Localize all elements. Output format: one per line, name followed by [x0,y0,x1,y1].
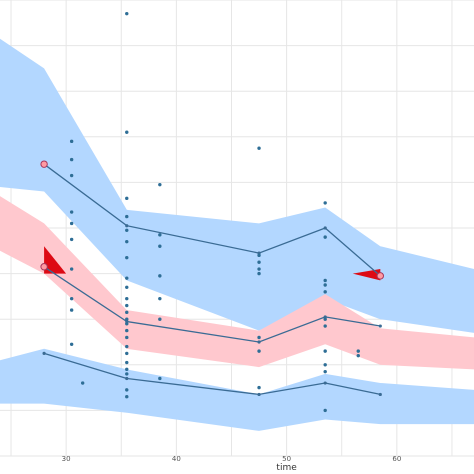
data-point [69,210,74,214]
data-point [323,349,327,353]
data-point [125,130,129,134]
data-point [125,388,129,392]
prediction-bands [0,38,474,431]
data-point [323,235,327,239]
series-vertex [257,340,261,344]
data-point [125,196,129,201]
data-point [323,278,327,283]
data-point [323,290,327,294]
data-point [125,255,129,260]
data-point [125,328,129,333]
data-point [69,221,74,226]
data-point [323,201,327,205]
prediction-band [0,348,474,431]
series-lines [42,162,382,397]
series-vertex [125,376,129,381]
data-point [80,381,85,385]
data-point [125,351,129,356]
prediction-band [0,38,474,333]
data-point [257,271,261,276]
prediction-band [0,196,474,370]
data-point [323,363,327,367]
data-point [125,335,129,340]
data-point [125,276,129,280]
data-point [257,146,261,150]
data-point [158,244,162,248]
data-point [125,296,129,301]
data-point [125,322,129,326]
observed-markers [40,160,385,280]
observed-marker [40,160,48,168]
data-point [125,214,129,219]
data-point [125,372,129,376]
data-point [257,349,261,353]
data-point [69,173,74,178]
data-point [125,228,129,232]
data-point [257,385,261,390]
data-point [323,408,327,413]
data-point [69,267,74,271]
data-point [69,342,74,346]
x-axis-title: time [276,463,297,473]
data-point [158,296,162,301]
series-vertex [323,381,327,385]
observed-marker [376,272,385,280]
series-vertex [42,351,46,355]
data-point [356,349,360,353]
data-point [257,267,261,271]
data-point [125,360,129,365]
data-point [158,376,162,381]
series-vertex [125,224,129,228]
x-tick-label: 30 [62,455,71,463]
outside-interval-regions [44,246,381,281]
data-point [125,344,129,349]
series-vertex [257,392,261,397]
outside-interval-region [352,269,381,281]
data-point [69,237,74,242]
series-vertex [378,392,382,397]
data-point [158,233,162,237]
data-point [257,260,261,264]
data-point [356,353,360,358]
data-point [125,303,129,308]
data-point [125,395,129,399]
x-tick-label: 50 [282,455,291,463]
observed-marker [40,263,48,271]
data-point [125,367,129,372]
data-point [257,253,261,258]
data-point [69,157,74,162]
data-point [323,317,327,321]
series-vertex [378,324,382,328]
data-point [158,182,162,187]
data-point [323,324,327,328]
data-point [69,308,74,312]
outside-interval-region [44,246,67,274]
series-vertex [323,226,327,230]
data-point [323,369,327,374]
x-tick-label: 60 [392,455,401,463]
data-point [125,317,129,321]
data-point [323,283,327,287]
observed-points [69,11,360,413]
data-point [125,11,129,16]
data-point [158,317,162,321]
data-point [125,310,129,315]
data-point [69,296,74,301]
data-point [158,274,162,278]
data-point [69,139,74,144]
data-point [257,335,261,340]
x-axis-ticks: 30 40 50 60 [62,455,402,463]
x-tick-label: 40 [172,455,181,463]
data-point [125,285,129,289]
data-point [125,239,129,244]
